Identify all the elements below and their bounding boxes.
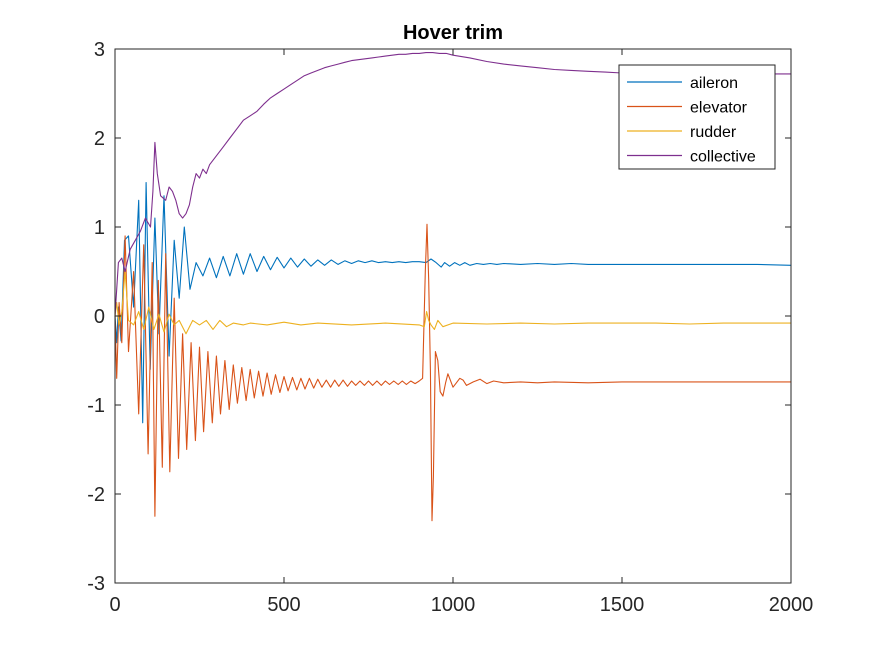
y-tick-label: 0 <box>94 306 105 328</box>
x-tick-label: 0 <box>109 594 120 616</box>
series-line-elevator <box>114 223 791 522</box>
legend: aileron elevator rudder collective <box>618 64 776 170</box>
x-tick-label: 500 <box>267 594 300 616</box>
y-tick-label: 1 <box>94 217 105 239</box>
legend-label-aileron: aileron <box>690 75 738 92</box>
y-axis: -3 -2 -1 0 1 2 3 <box>87 39 791 595</box>
legend-label-elevator: elevator <box>690 100 748 117</box>
series-line-collective <box>114 52 791 317</box>
chart-title: Hover trim <box>403 22 503 44</box>
x-axis: 0 500 1000 1500 2000 <box>109 49 813 616</box>
series-line-aileron <box>114 181 792 424</box>
series-layer <box>114 52 792 522</box>
legend-entries: aileron elevator rudder collective <box>627 75 756 166</box>
legend-label-rudder: rudder <box>690 124 737 141</box>
y-tick-label: 2 <box>94 128 105 150</box>
x-tick-label: 2000 <box>769 594 814 616</box>
y-tick-label: -3 <box>87 573 105 595</box>
y-tick-label: 3 <box>94 39 105 61</box>
y-tick-label: -2 <box>87 484 105 506</box>
y-tick-label: -1 <box>87 395 105 417</box>
x-tick-label: 1000 <box>431 594 476 616</box>
x-tick-label: 1500 <box>600 594 645 616</box>
series-line-rudder <box>114 270 791 335</box>
legend-label-collective: collective <box>690 149 756 166</box>
